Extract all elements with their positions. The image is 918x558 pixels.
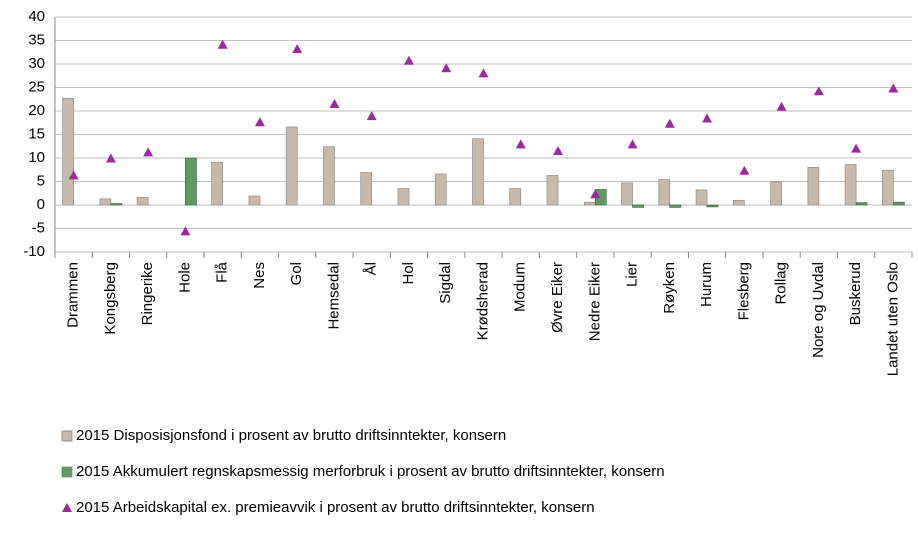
bar — [706, 204, 719, 208]
y-tick-label: 30 — [28, 55, 45, 72]
bar — [99, 198, 112, 206]
legend-label: 2015 Disposisjonsfond i prosent av brutt… — [76, 427, 506, 444]
bar — [136, 197, 149, 206]
marker — [292, 43, 303, 53]
marker — [664, 118, 675, 128]
legend-label: 2015 Arbeidskapital ex. premieavvik i pr… — [76, 499, 595, 516]
x-tick-label: Modum — [512, 262, 529, 312]
x-tick-label: Nes — [251, 262, 268, 289]
y-tick-label: 10 — [28, 149, 45, 166]
bar — [110, 203, 123, 206]
y-tick-label: -5 — [32, 219, 45, 236]
x-tick-label: Nore og Uvdal — [810, 262, 827, 358]
bar — [882, 169, 894, 206]
x-tick-label: Drammen — [65, 262, 82, 328]
y-tick-label: 35 — [28, 31, 45, 48]
x-tick-label: Lier — [624, 262, 641, 287]
bar — [546, 175, 559, 206]
legend-swatch — [61, 430, 73, 442]
bar — [732, 199, 745, 206]
bar — [695, 189, 708, 206]
x-tick-label: Nedre Eiker — [586, 262, 603, 341]
marker — [180, 226, 191, 236]
bar — [62, 97, 74, 206]
marker — [888, 83, 899, 93]
marker — [590, 189, 601, 199]
bar — [583, 201, 596, 206]
marker — [105, 153, 116, 163]
legend-swatch — [61, 466, 73, 478]
y-tick-label: -10 — [23, 243, 45, 260]
y-tick-label: 40 — [28, 8, 45, 25]
y-tick-label: 0 — [37, 196, 45, 213]
x-tick-label: Buskerud — [847, 262, 864, 325]
marker — [515, 139, 526, 149]
x-tick-label: Hol — [400, 262, 417, 285]
marker — [366, 111, 377, 121]
x-tick-label: Krødsherad — [474, 262, 491, 340]
x-tick-label: Ringerike — [139, 262, 156, 325]
legend-label: 2015 Akkumulert regnskapsmessig merforbr… — [76, 463, 665, 480]
bar — [285, 126, 298, 206]
x-tick-label: Flesberg — [735, 262, 752, 320]
bar — [248, 195, 261, 206]
x-tick-label: Hemsedal — [325, 262, 342, 330]
bar — [844, 164, 857, 206]
bar — [669, 204, 682, 208]
x-tick-label: Ål — [363, 262, 380, 275]
marker — [776, 101, 787, 111]
x-tick-label: Hurum — [698, 262, 715, 307]
x-tick-label: Gol — [288, 262, 305, 285]
bar — [893, 201, 905, 206]
bar — [323, 146, 335, 206]
marker — [553, 145, 564, 155]
marker — [813, 86, 824, 96]
x-tick-label: Rollag — [773, 262, 790, 305]
bar — [397, 188, 410, 206]
bar — [807, 167, 820, 206]
bar — [658, 179, 671, 206]
bar — [434, 173, 447, 206]
bar — [185, 157, 197, 206]
y-tick-label: 25 — [28, 78, 45, 95]
y-tick-label: 5 — [37, 172, 45, 189]
x-tick-label: Øvre Eiker — [549, 262, 566, 333]
bar — [621, 182, 633, 206]
x-tick-label: Hole — [176, 262, 193, 293]
marker — [403, 55, 414, 65]
marker — [851, 143, 862, 153]
marker — [739, 165, 750, 175]
marker — [627, 139, 638, 149]
x-tick-label: Flå — [214, 261, 231, 282]
marker — [702, 113, 713, 123]
bar — [360, 172, 373, 206]
x-tick-label: Kongsberg — [102, 262, 119, 335]
bar — [632, 204, 644, 208]
marker — [254, 117, 265, 127]
bar — [472, 138, 484, 206]
x-tick-label: Landet uten Oslo — [884, 262, 901, 376]
marker — [217, 39, 228, 49]
x-tick-label: Røyken — [661, 262, 678, 314]
marker — [329, 98, 340, 108]
marker — [478, 68, 489, 78]
bar — [855, 202, 868, 206]
marker — [143, 147, 154, 157]
marker — [441, 63, 452, 73]
marker — [68, 170, 79, 180]
y-tick-label: 15 — [28, 125, 45, 142]
bar — [211, 161, 224, 206]
x-tick-label: Sigdal — [437, 262, 454, 304]
bar — [509, 188, 522, 206]
bar — [770, 181, 782, 206]
y-tick-label: 20 — [28, 102, 45, 119]
legend-swatch — [62, 503, 72, 512]
